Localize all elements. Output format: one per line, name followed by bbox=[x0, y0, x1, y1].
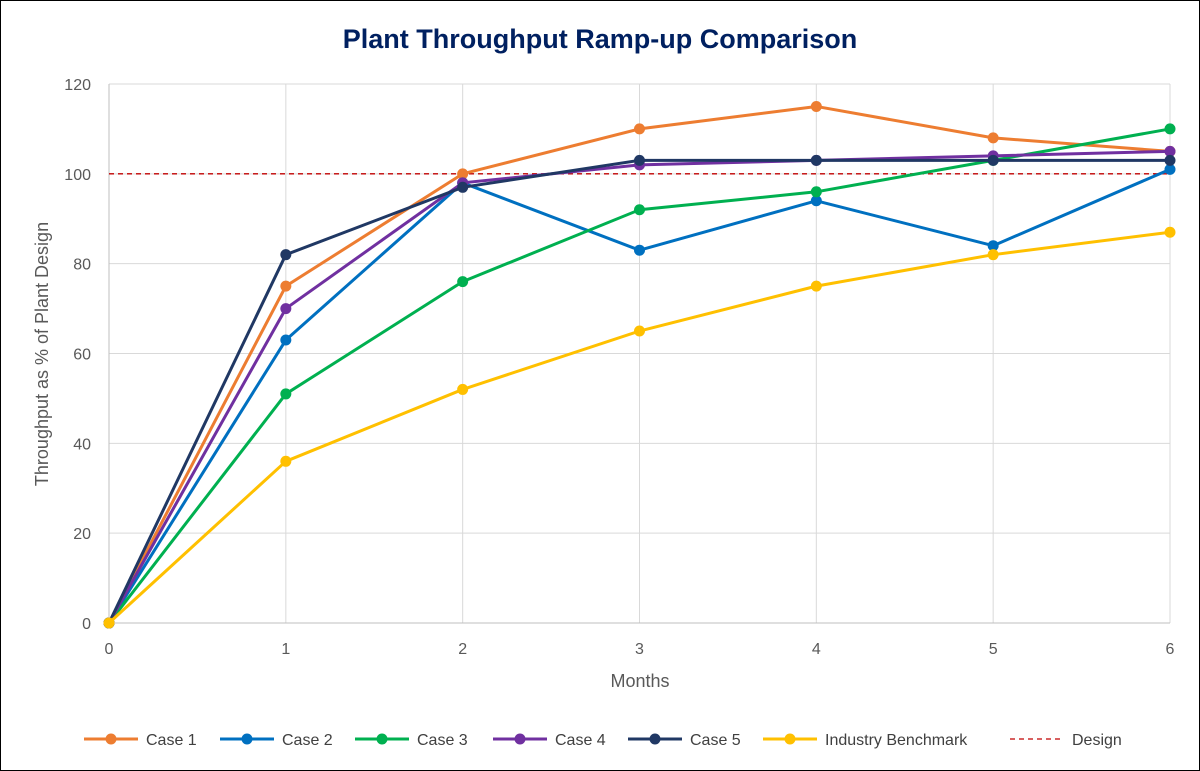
y-tick-label: 20 bbox=[73, 526, 91, 543]
data-point bbox=[987, 154, 999, 166]
x-tick-label: 6 bbox=[1166, 641, 1175, 658]
legend-item: Case 4 bbox=[493, 732, 606, 749]
series-industry-benchmark bbox=[103, 226, 1176, 629]
data-point bbox=[987, 249, 999, 261]
y-axis-label: Throughput as % of Plant Design bbox=[32, 222, 52, 486]
legend-item: Case 3 bbox=[355, 732, 468, 749]
legend-label: Case 1 bbox=[146, 732, 197, 749]
data-point bbox=[280, 303, 292, 315]
data-point bbox=[634, 123, 645, 135]
data-point bbox=[280, 249, 292, 261]
legend-swatch-marker bbox=[514, 733, 526, 745]
legend-swatch-marker bbox=[649, 733, 661, 745]
data-point bbox=[457, 276, 469, 288]
y-axis-ticks: 0 20 40 60 80 100 120 bbox=[64, 77, 91, 633]
chart-title: Plant Throughput Ramp-up Comparison bbox=[343, 24, 857, 54]
legend-item: Case 5 bbox=[628, 732, 741, 749]
y-tick-label: 60 bbox=[73, 347, 91, 364]
y-tick-label: 80 bbox=[73, 257, 91, 274]
data-point bbox=[457, 181, 469, 193]
x-axis-ticks: 0 1 2 3 4 5 6 bbox=[105, 641, 1175, 658]
legend-label: Case 3 bbox=[417, 732, 468, 749]
data-point bbox=[634, 244, 645, 256]
legend: Case 1 Case 2 Case 3 Case 4 Case 5 Industry B… bbox=[84, 732, 1122, 749]
data-point bbox=[280, 455, 292, 467]
legend-label: Industry Benchmark bbox=[825, 732, 968, 749]
data-point bbox=[987, 132, 999, 144]
legend-label: Case 5 bbox=[690, 732, 741, 749]
x-tick-label: 4 bbox=[812, 641, 821, 658]
data-point bbox=[1164, 123, 1176, 135]
legend-swatch-marker bbox=[105, 733, 117, 745]
data-point bbox=[1164, 145, 1176, 157]
y-tick-label: 0 bbox=[82, 616, 91, 633]
legend-swatch-marker bbox=[784, 733, 796, 745]
legend-item: Case 2 bbox=[220, 732, 333, 749]
data-point bbox=[280, 388, 292, 400]
data-point bbox=[810, 195, 822, 207]
data-point bbox=[987, 240, 999, 252]
y-tick-label: 120 bbox=[64, 77, 91, 94]
data-point bbox=[634, 325, 645, 337]
data-point bbox=[457, 168, 469, 180]
legend-label: Case 2 bbox=[282, 732, 333, 749]
legend-item: Industry Benchmark bbox=[763, 732, 968, 749]
x-tick-label: 0 bbox=[105, 641, 114, 658]
x-tick-label: 2 bbox=[458, 641, 467, 658]
data-point bbox=[810, 154, 822, 166]
x-tick-label: 5 bbox=[989, 641, 998, 658]
data-point bbox=[810, 280, 822, 292]
legend-label: Design bbox=[1072, 732, 1122, 749]
legend-swatch-marker bbox=[241, 733, 253, 745]
data-point bbox=[1164, 226, 1176, 238]
y-tick-label: 100 bbox=[64, 167, 91, 184]
data-point bbox=[1164, 154, 1176, 166]
data-point bbox=[1164, 163, 1176, 175]
x-tick-label: 1 bbox=[281, 641, 290, 658]
data-point bbox=[103, 617, 115, 629]
legend-swatch-marker bbox=[376, 733, 388, 745]
legend-label: Case 4 bbox=[555, 732, 606, 749]
data-point bbox=[810, 100, 822, 112]
data-point bbox=[810, 186, 822, 198]
x-axis-label: Months bbox=[610, 671, 669, 691]
data-point bbox=[280, 280, 292, 292]
data-point bbox=[634, 154, 645, 166]
data-point bbox=[457, 383, 469, 395]
x-tick-label: 3 bbox=[635, 641, 644, 658]
legend-item: Case 1 bbox=[84, 732, 197, 749]
series-group bbox=[103, 100, 1176, 629]
data-point bbox=[280, 334, 292, 346]
legend-item: Design bbox=[1010, 732, 1122, 749]
y-tick-label: 40 bbox=[73, 436, 91, 453]
data-point bbox=[634, 204, 645, 216]
